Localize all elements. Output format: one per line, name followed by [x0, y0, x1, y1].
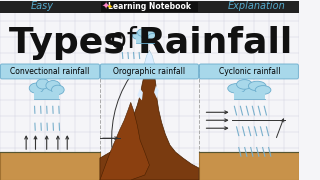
Polygon shape	[154, 85, 159, 98]
Bar	[136, 38, 154, 43]
Ellipse shape	[228, 84, 245, 93]
Bar	[199, 152, 299, 180]
Ellipse shape	[236, 80, 252, 89]
FancyBboxPatch shape	[101, 2, 198, 12]
Ellipse shape	[255, 86, 271, 94]
Text: Types: Types	[9, 26, 138, 60]
Text: Learning Notebook: Learning Notebook	[108, 2, 191, 11]
Text: ✦: ✦	[101, 1, 109, 11]
Ellipse shape	[36, 79, 49, 89]
Bar	[0, 152, 100, 180]
Text: Easy: Easy	[30, 1, 53, 11]
Polygon shape	[137, 88, 143, 100]
Text: Orographic rainfall: Orographic rainfall	[113, 67, 186, 76]
FancyBboxPatch shape	[100, 64, 198, 79]
Ellipse shape	[36, 86, 58, 98]
Ellipse shape	[248, 81, 266, 91]
FancyBboxPatch shape	[0, 64, 100, 79]
Ellipse shape	[46, 80, 60, 91]
Ellipse shape	[138, 29, 147, 36]
Bar	[0, 1, 299, 13]
Text: Rainfall: Rainfall	[137, 26, 292, 60]
Ellipse shape	[236, 87, 263, 98]
Bar	[234, 92, 265, 99]
Polygon shape	[143, 51, 156, 73]
Ellipse shape	[137, 34, 153, 43]
Text: Cyclonic rainfall: Cyclonic rainfall	[219, 67, 280, 76]
Polygon shape	[100, 102, 149, 180]
Ellipse shape	[29, 83, 44, 93]
Text: Explanation: Explanation	[228, 1, 286, 11]
Text: of: of	[110, 26, 146, 54]
Ellipse shape	[132, 32, 142, 39]
Polygon shape	[100, 51, 199, 180]
Bar	[34, 91, 60, 99]
Text: Convectional rainfall: Convectional rainfall	[10, 67, 89, 76]
Ellipse shape	[148, 33, 157, 40]
Ellipse shape	[52, 85, 64, 95]
Text: ✦: ✦	[106, 3, 112, 9]
Ellipse shape	[144, 30, 154, 37]
FancyBboxPatch shape	[199, 64, 298, 79]
